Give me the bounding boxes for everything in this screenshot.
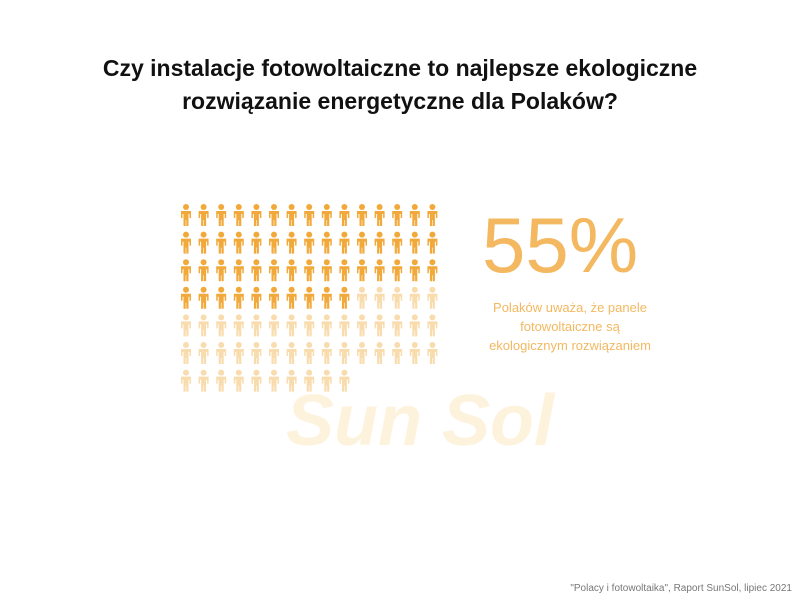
value-label: 55% (481, 201, 639, 289)
filled-icons (181, 204, 438, 309)
chart-title: Czy instalacje fotowoltaiczne to najleps… (102, 55, 698, 114)
empty-icons (181, 286, 438, 392)
watermark: Sun Sol (286, 381, 556, 461)
source: "Polacy i fotowoltaika", Raport SunSol, … (570, 583, 792, 594)
description: Polaków uważa, że panele fotowoltaiczne … (489, 300, 651, 353)
